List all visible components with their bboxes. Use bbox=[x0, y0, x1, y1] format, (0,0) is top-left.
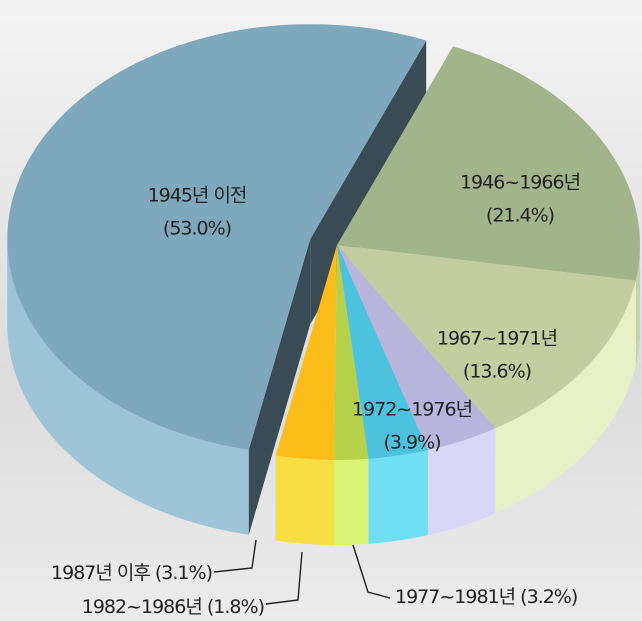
slice bbox=[7, 24, 427, 450]
slice bbox=[337, 245, 428, 459]
slice-side bbox=[368, 450, 428, 544]
value-label: (3.9%) bbox=[383, 432, 440, 454]
leader-line bbox=[352, 544, 391, 599]
category-label: 1987년 이후 bbox=[51, 562, 155, 584]
leader-line bbox=[213, 539, 257, 573]
slice-side bbox=[635, 245, 640, 366]
slice-side bbox=[427, 428, 496, 536]
slice-side bbox=[275, 455, 335, 545]
slice bbox=[334, 245, 369, 460]
value-label: (3.1%) bbox=[155, 562, 212, 584]
slice-label: 1982~1986년 (1.8%) bbox=[82, 596, 264, 618]
slice bbox=[337, 46, 640, 281]
slice-cut-face bbox=[248, 239, 311, 535]
slice-side bbox=[495, 280, 636, 514]
value-label: (3.2%) bbox=[520, 586, 577, 608]
value-label: (21.4%) bbox=[486, 205, 554, 227]
slice bbox=[337, 245, 636, 429]
slice-label: 1946~1966년 bbox=[460, 172, 580, 194]
category-label: 1977~1981년 bbox=[395, 586, 520, 608]
value-label: (53.0%) bbox=[163, 218, 231, 240]
category-label: 1982~1986년 bbox=[82, 596, 207, 618]
value-label: (13.6%) bbox=[463, 361, 531, 383]
slice bbox=[275, 245, 337, 460]
slice-label: 1972~1976년 bbox=[352, 399, 472, 421]
slice-label: 1987년 이후 (3.1%) bbox=[51, 562, 212, 584]
slice-label: 1967~1971년 bbox=[437, 328, 557, 350]
leader-line bbox=[265, 551, 303, 605]
slice bbox=[337, 245, 496, 451]
slice-label: 1977~1981년 (3.2%) bbox=[395, 586, 577, 608]
value-label: (1.8%) bbox=[207, 596, 264, 618]
slice-side bbox=[334, 458, 369, 545]
slice-side bbox=[7, 239, 249, 535]
slice-label: 1945년 이전 bbox=[148, 185, 247, 207]
